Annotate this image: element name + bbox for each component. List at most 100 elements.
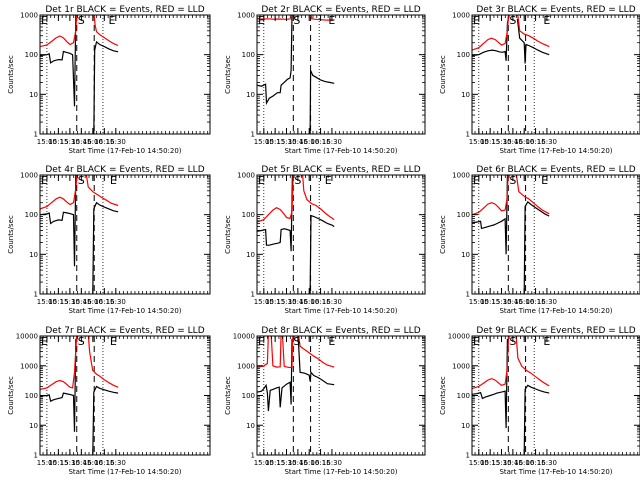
x-tick-label: 16:15 xyxy=(94,459,114,467)
panel-title: Det 3r BLACK = Events, RED = LLD xyxy=(476,5,635,15)
series-events xyxy=(257,338,335,412)
panel-title: Det 8r BLACK = Events, RED = LLD xyxy=(261,326,420,336)
plot-frame xyxy=(256,14,426,135)
series-lld xyxy=(257,175,335,223)
panel-det-1: 1 10 100 1000 15:0015:1515:3015:4516:0016:15… xyxy=(7,5,211,155)
series-lld-line xyxy=(270,336,282,368)
y-tick-label: 1 xyxy=(251,131,255,139)
y-axis-label: Counts/sec xyxy=(224,55,232,94)
plot-frame xyxy=(471,335,640,456)
panel-det-9: 1 10 100 1000 10000 15:0015:1515:3015:4516:00… xyxy=(439,326,640,476)
series-events-line xyxy=(92,385,119,455)
x-tick-label: 15:45 xyxy=(288,138,308,146)
series-events xyxy=(40,175,119,294)
x-tick-label: 16:00 xyxy=(299,138,319,146)
x-tick-label: 15:45 xyxy=(288,459,308,467)
series-events-line xyxy=(523,384,550,455)
interval-marker-label: E xyxy=(543,14,550,27)
x-tick-label: 15:15 xyxy=(480,298,500,306)
series-events-line xyxy=(92,201,119,294)
y-tick-label: 1 xyxy=(34,452,38,460)
interval-marker-label: S xyxy=(509,174,516,187)
y-axis-label: Counts/sec xyxy=(224,215,232,254)
interval-marker-label: S xyxy=(509,14,516,27)
x-tick-label: 15:45 xyxy=(71,298,91,306)
x-tick-label: 16:00 xyxy=(514,459,534,467)
panel-title: Det 4r BLACK = Events, RED = LLD xyxy=(45,165,204,175)
series-lld-line xyxy=(298,336,335,368)
y-tick-label: 10 xyxy=(29,251,38,259)
x-tick-label: 15:45 xyxy=(288,298,308,306)
x-tick-label: 15:15 xyxy=(48,138,68,146)
panel-det-8: 1 10 100 1000 10000 15:0015:1515:3015:4516:00… xyxy=(224,326,426,476)
x-tick-label: 15:30 xyxy=(491,459,511,467)
x-tick-label: 15:00 xyxy=(469,138,489,146)
x-tick-label: 16:30 xyxy=(106,298,126,306)
panel-title: Det 9r BLACK = Events, RED = LLD xyxy=(476,326,635,336)
interval-marker-label: E xyxy=(473,14,480,27)
interval-marker-label: S xyxy=(509,335,516,348)
plot-frame xyxy=(39,174,211,295)
interval-marker-label: S xyxy=(294,174,301,187)
series-lld-line xyxy=(517,15,550,48)
interval-marker-label: E xyxy=(328,14,335,27)
y-tick-label: 1 xyxy=(466,291,470,299)
series-lld-line xyxy=(472,175,509,216)
y-axis-label: Counts/sec xyxy=(439,376,447,415)
panel-title: Det 6r BLACK = Events, RED = LLD xyxy=(476,165,635,175)
x-axis-label: Start Time (17-Feb-10 14:50:20) xyxy=(499,307,612,315)
x-axis-label: Start Time (17-Feb-10 14:50:20) xyxy=(68,468,181,476)
x-tick-label: 15:45 xyxy=(503,459,523,467)
x-tick-label: 15:00 xyxy=(37,459,57,467)
interval-marker-label: E xyxy=(258,335,265,348)
series-events-line xyxy=(472,338,508,429)
y-tick-label: 100 xyxy=(457,392,470,400)
series-lld xyxy=(40,336,119,390)
y-tick-label: 1 xyxy=(466,131,470,139)
interval-marker-label: E xyxy=(543,335,550,348)
panel-title: Det 7r BLACK = Events, RED = LLD xyxy=(45,326,204,336)
x-tick-label: 15:30 xyxy=(276,298,296,306)
x-tick-label: 16:15 xyxy=(94,138,114,146)
interval-marker-label: E xyxy=(41,335,48,348)
series-lld-line xyxy=(40,336,78,390)
series-lld-line xyxy=(40,15,78,48)
x-tick-label: 15:00 xyxy=(254,459,274,467)
series-lld-line xyxy=(281,336,294,369)
x-tick-label: 15:00 xyxy=(254,298,274,306)
x-tick-label: 15:15 xyxy=(265,138,285,146)
x-tick-label: 16:15 xyxy=(310,459,330,467)
y-tick-label: 1 xyxy=(34,291,38,299)
series-events-line xyxy=(93,40,119,134)
x-tick-label: 15:30 xyxy=(491,138,511,146)
x-tick-label: 16:00 xyxy=(83,138,103,146)
x-tick-label: 16:00 xyxy=(83,459,103,467)
series-lld xyxy=(472,175,550,216)
x-tick-label: 16:15 xyxy=(94,298,114,306)
x-tick-label: 16:30 xyxy=(537,138,557,146)
x-tick-label: 16:15 xyxy=(310,138,330,146)
x-axis-label: Start Time (17-Feb-10 14:50:20) xyxy=(499,147,612,155)
x-tick-label: 15:00 xyxy=(37,138,57,146)
y-tick-label: 1000 xyxy=(452,362,470,370)
x-tick-label: 16:00 xyxy=(83,298,103,306)
interval-marker-label: E xyxy=(110,335,117,348)
x-tick-label: 15:30 xyxy=(60,138,80,146)
y-tick-label: 100 xyxy=(242,211,255,219)
interval-marker-label: S xyxy=(293,335,300,348)
series-events-line xyxy=(309,214,335,294)
x-tick-label: 15:15 xyxy=(480,459,500,467)
series-events-line xyxy=(309,70,335,134)
y-tick-label: 1000 xyxy=(452,12,470,20)
interval-marker-label: E xyxy=(473,335,480,348)
y-tick-label: 100 xyxy=(242,392,255,400)
x-tick-label: 16:00 xyxy=(299,298,319,306)
x-tick-label: 16:15 xyxy=(525,459,545,467)
plot-frame xyxy=(39,335,211,456)
y-tick-label: 1000 xyxy=(237,362,255,370)
y-axis-label: Counts/sec xyxy=(7,215,15,254)
interval-marker-label: E xyxy=(541,174,548,187)
x-tick-label: 16:30 xyxy=(537,298,557,306)
x-tick-label: 16:15 xyxy=(525,298,545,306)
series-events xyxy=(472,175,550,294)
